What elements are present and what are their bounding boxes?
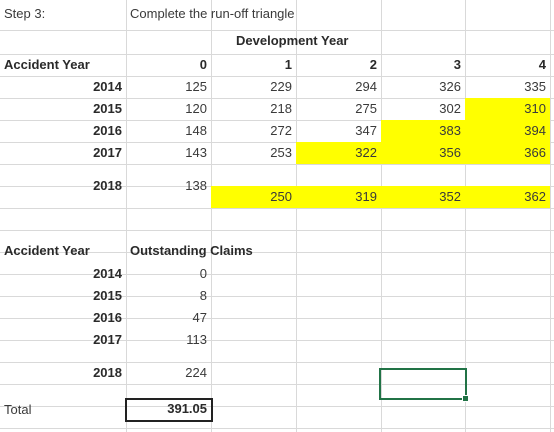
oc-year-cell[interactable]: 2016 <box>93 310 122 325</box>
triangle-cell[interactable]: 294 <box>355 79 377 94</box>
dev-year-3-header[interactable]: 3 <box>453 57 461 72</box>
triangle-cell[interactable]: 347 <box>355 123 377 138</box>
triangle-cell[interactable]: 335 <box>524 79 546 94</box>
gridline <box>211 0 212 432</box>
oc-value-cell[interactable]: 8 <box>199 288 207 303</box>
gridline <box>0 362 554 363</box>
projected-cell[interactable]: 322 <box>296 142 381 164</box>
oc-year-cell[interactable]: 2014 <box>93 266 122 281</box>
projected-cell[interactable]: 366 <box>465 142 550 164</box>
triangle-cell[interactable]: 218 <box>270 101 292 116</box>
gridline <box>0 318 554 319</box>
development-year-header[interactable]: Development Year <box>236 33 349 48</box>
projected-cell[interactable]: 352 <box>381 186 465 208</box>
gridline <box>381 0 382 432</box>
triangle-cell[interactable]: 275 <box>355 101 377 116</box>
gridline <box>0 340 554 341</box>
gridline <box>0 406 554 407</box>
active-cell-selection[interactable] <box>379 368 469 402</box>
gridline <box>0 120 554 121</box>
gridline <box>0 384 554 385</box>
oc-value-cell[interactable]: 0 <box>199 266 207 281</box>
triangle-cell[interactable]: 120 <box>185 101 207 116</box>
accident-year-cell[interactable]: 2016 <box>93 123 122 138</box>
projected-cell[interactable]: 310 <box>465 98 550 120</box>
total-label[interactable]: Total <box>4 402 32 417</box>
projected-cell[interactable]: 250 <box>211 186 296 208</box>
triangle-cell[interactable]: 253 <box>270 145 292 160</box>
triangle-cell[interactable]: 148 <box>185 123 207 138</box>
gridline <box>126 0 127 432</box>
dev-year-2-header[interactable]: 2 <box>369 57 377 72</box>
triangle-cell[interactable]: 272 <box>270 123 292 138</box>
gridline <box>0 208 554 209</box>
oc-year-cell[interactable]: 2017 <box>93 332 122 347</box>
oc-value-cell[interactable]: 47 <box>192 310 207 325</box>
oc-accident-year-header[interactable]: Accident Year <box>4 243 90 258</box>
gridline <box>550 0 551 432</box>
dev-year-4-header[interactable]: 4 <box>538 57 546 72</box>
triangle-cell[interactable]: 125 <box>185 79 207 94</box>
gridline <box>0 30 554 31</box>
accident-year-cell[interactable]: 2017 <box>93 145 122 160</box>
total-value-cell[interactable]: 391.05 <box>125 398 213 422</box>
oc-value-cell[interactable]: 224 <box>185 365 207 380</box>
gridline <box>0 76 554 77</box>
triangle-cell[interactable]: 326 <box>439 79 461 94</box>
fill-handle[interactable] <box>462 395 469 402</box>
triangle-cell[interactable]: 229 <box>270 79 292 94</box>
outstanding-claims-header[interactable]: Outstanding Claims <box>130 243 253 258</box>
gridline <box>296 0 297 432</box>
gridline <box>0 98 554 99</box>
triangle-cell[interactable]: 138 <box>185 178 207 193</box>
gridline <box>0 296 554 297</box>
projected-cell[interactable]: 394 <box>465 120 550 142</box>
dev-year-0-header[interactable]: 0 <box>199 57 207 72</box>
gridline <box>0 230 554 231</box>
gridline <box>0 164 554 165</box>
projected-cell[interactable]: 356 <box>381 142 465 164</box>
accident-year-cell[interactable]: 2015 <box>93 101 122 116</box>
projected-cell[interactable]: 362 <box>465 186 550 208</box>
gridline <box>0 54 554 55</box>
triangle-cell[interactable]: 143 <box>185 145 207 160</box>
gridline <box>465 0 466 432</box>
projected-cell[interactable]: 383 <box>381 120 465 142</box>
dev-year-1-header[interactable]: 1 <box>284 57 292 72</box>
accident-year-cell[interactable]: 2018 <box>93 178 122 193</box>
gridline <box>0 428 554 429</box>
gridline <box>0 252 554 253</box>
accident-year-cell[interactable]: 2014 <box>93 79 122 94</box>
step-title[interactable]: Complete the run-off triangle <box>130 6 295 21</box>
oc-value-cell[interactable]: 113 <box>186 332 207 347</box>
oc-year-cell[interactable]: 2018 <box>93 365 122 380</box>
oc-year-cell[interactable]: 2015 <box>93 288 122 303</box>
gridline <box>0 142 554 143</box>
projected-cell[interactable]: 319 <box>296 186 381 208</box>
accident-year-header[interactable]: Accident Year <box>4 57 90 72</box>
triangle-cell[interactable]: 302 <box>439 101 461 116</box>
step-label[interactable]: Step 3: <box>4 6 46 21</box>
gridline <box>0 274 554 275</box>
